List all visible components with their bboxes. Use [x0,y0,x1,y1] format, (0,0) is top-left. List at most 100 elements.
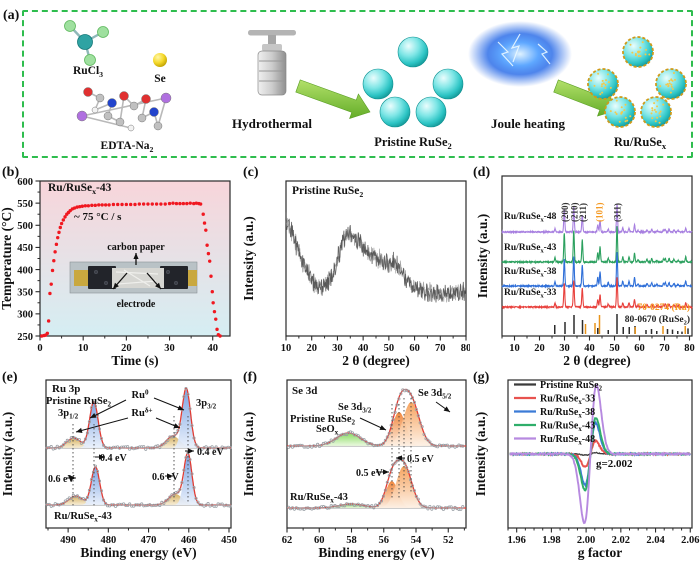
svg-text:Temperature (°C): Temperature (°C) [0,207,14,310]
svg-text:Ru/RuSex-43: Ru/RuSex-43 [48,182,112,196]
svg-text:80-0670 (RuSe2): 80-0670 (RuSe2) [625,314,690,326]
xps-raw-data [287,388,465,449]
svg-text:Ru/RuSex-43: Ru/RuSex-43 [504,243,557,254]
svg-text:Time (s): Time (s) [111,353,158,368]
svg-text:20: 20 [534,343,545,354]
svg-text:56: 56 [379,535,390,546]
xrd-trace [501,204,693,235]
xps-raw-data [45,386,232,451]
svg-text:2.04: 2.04 [646,535,665,546]
svg-text:20: 20 [121,343,132,354]
panel-label-b: (b) [2,165,20,180]
svg-text:Intensity (a.u.): Intensity (a.u.) [241,412,256,496]
svg-text:70: 70 [659,343,670,354]
svg-text:Ruδ+: Ruδ+ [131,407,152,419]
chart-xrd-series: 10 20 30 40 50 60 70 80 2 θ (degree) Intensity (a… [475,175,695,368]
svg-text:350: 350 [17,288,33,299]
svg-text:Ru/RuSex-43: Ru/RuSex-43 [540,421,595,434]
svg-text:250: 250 [17,332,33,343]
chart-epr: 1.96 1.98 2.00 2.02 2.04 2.06 g factor Intensit… [473,379,699,560]
svg-text:0.5 eV: 0.5 eV [356,468,383,479]
svg-text:550: 550 [17,199,33,210]
svg-text:Hydrothermal: Hydrothermal [232,116,312,131]
chart-xrd-pristine: 10 20 30 40 50 60 70 80 2 θ (degree) Intensity (a… [241,180,470,368]
axis: 1.96 1.98 2.00 2.02 2.04 2.06 [507,379,699,546]
svg-text:Ru/RuSex-48: Ru/RuSex-48 [504,212,557,223]
svg-text:490: 490 [60,535,76,546]
chart-xps-ru3p: 490 480 470 460 450 Binding energy (eV) Intens… [0,379,237,560]
svg-text:(211): (211) [578,203,588,222]
ru-ruse-sphere [604,96,636,128]
svg-text:Se 3d3/2: Se 3d3/2 [338,402,372,415]
svg-text:10: 10 [78,343,89,354]
xps-component-peak [76,467,115,505]
svg-text:60: 60 [314,535,325,546]
svg-text:0.4 eV: 0.4 eV [100,453,127,464]
svg-text:2.06: 2.06 [681,535,699,546]
svg-text:1.98: 1.98 [542,535,560,546]
svg-text:3p1/2: 3p1/2 [58,408,79,421]
ruse2-sphere [379,96,411,128]
svg-text:Ru/RuSex-38: Ru/RuSex-38 [504,267,557,278]
svg-text:40: 40 [358,343,369,354]
svg-text:Intensity (a.u.): Intensity (a.u.) [473,412,488,496]
axis: 10 20 30 40 50 60 70 80 [501,175,695,354]
svg-text:460: 460 [181,535,197,546]
svg-text:electrode: electrode [117,299,156,310]
svg-text:Pristine RuSe2: Pristine RuSe2 [46,396,112,409]
panel-label-c: (c) [243,165,259,180]
ruse2-sphere [415,96,447,128]
xps-component-peak [294,504,409,508]
lightning-icon [497,41,514,67]
se-sphere [153,53,167,67]
svg-text:30: 30 [559,343,570,354]
xps-component-peak [144,494,207,505]
temperature-series [40,201,222,338]
svg-text:70-0274 (Ru): 70-0274 (Ru) [637,302,690,313]
svg-text:Se 3d5/2: Se 3d5/2 [418,388,452,401]
svg-text:50: 50 [384,343,395,354]
svg-text:Pristine RuSe2: Pristine RuSe2 [540,380,603,393]
joule-heating-glow [468,21,572,87]
ruse2-sphere [362,68,394,100]
axis: 0 10 20 30 40 250 300 350 400 450 500 550 600 [17,177,231,354]
svg-text:2 θ (degree): 2 θ (degree) [342,353,410,368]
svg-text:g=2.002: g=2.002 [596,458,633,470]
svg-text:Ru/RuSex-43: Ru/RuSex-43 [54,511,112,524]
svg-text:Ru 3p: Ru 3p [52,383,80,395]
svg-text:Ru/RuSex-43: Ru/RuSex-43 [290,492,348,505]
svg-text:40: 40 [207,343,218,354]
svg-text:0.5 eV: 0.5 eV [407,454,434,465]
svg-text:carbon paper: carbon paper [107,242,165,253]
sample-photo-inset: carbon paper electrode [69,242,198,310]
svg-text:0.6 eV: 0.6 eV [152,472,179,483]
reference-sticks [554,314,689,334]
xps-component-peak [44,496,107,505]
svg-text:EDTA-Na2: EDTA-Na2 [101,140,154,154]
svg-text:30: 30 [332,343,343,354]
svg-text:Pristine RuSe2: Pristine RuSe2 [374,135,452,151]
svg-text:40: 40 [584,343,595,354]
panel-label-a: (a) [3,8,20,23]
svg-text:50: 50 [609,343,620,354]
svg-text:62: 62 [282,535,293,546]
svg-text:Pristine RuSe2: Pristine RuSe2 [292,185,363,199]
svg-text:Binding energy (eV): Binding energy (eV) [318,545,434,560]
process-arrow [295,79,371,119]
svg-text:60: 60 [409,343,420,354]
xps-component-peak [374,402,449,446]
epr-trace [509,383,691,525]
panel-a-border [22,10,693,158]
panel-label-f: (f) [243,370,257,385]
svg-text:10: 10 [281,343,292,354]
svg-text:(200): (200) [560,203,570,223]
svg-text:54: 54 [411,535,422,546]
svg-text:10: 10 [509,343,520,354]
svg-text:58: 58 [346,535,357,546]
svg-text:300: 300 [17,310,33,321]
svg-text:3p3/2: 3p3/2 [196,398,217,411]
xps-component-peak [294,433,403,446]
svg-text:Ru/RuSex: Ru/RuSex [614,135,667,151]
svg-text:500: 500 [17,221,33,232]
